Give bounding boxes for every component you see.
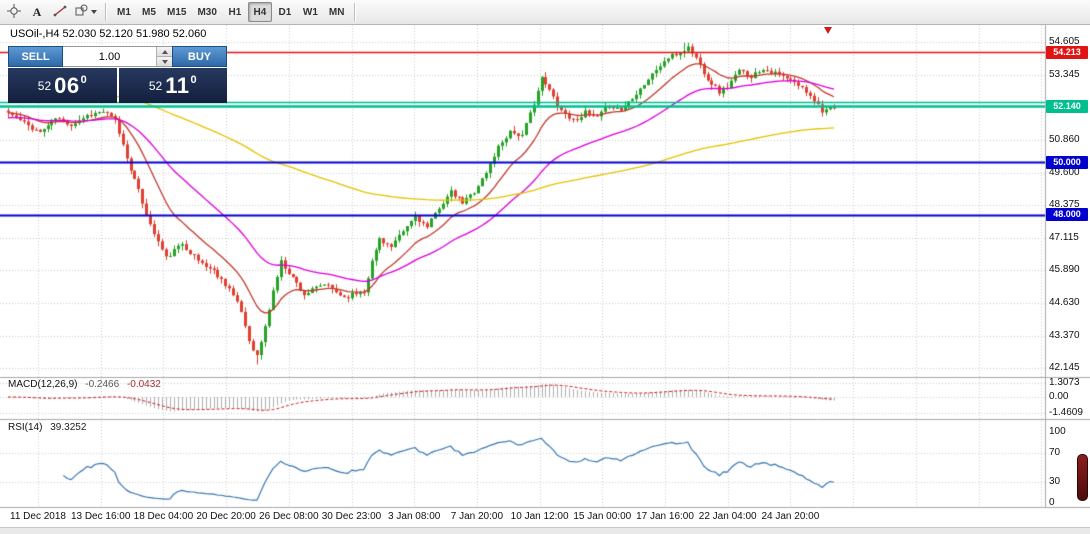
toolbar-separator bbox=[105, 3, 107, 21]
bid-big-figure: 52 bbox=[37, 78, 52, 93]
macd-name: MACD(12,26,9) bbox=[8, 379, 78, 390]
text-tool-button[interactable]: A bbox=[26, 2, 48, 22]
macd-signal-value: -0.0432 bbox=[126, 379, 161, 390]
timeframe-m15[interactable]: M15 bbox=[167, 6, 187, 18]
timeframe-h1[interactable]: H1 bbox=[228, 6, 242, 18]
crosshair-tool-button[interactable] bbox=[3, 2, 25, 22]
timeframe-d1[interactable]: D1 bbox=[278, 6, 292, 18]
macd-main-value: -0.2466 bbox=[85, 379, 120, 390]
shapes-tool-button[interactable] bbox=[72, 2, 100, 22]
bid-pipette: 0 bbox=[80, 73, 87, 86]
trendline-icon bbox=[53, 4, 67, 21]
volume-box: 1.00 bbox=[63, 46, 172, 67]
timeframe-mn[interactable]: MN bbox=[328, 6, 345, 18]
ask-pips: 11 bbox=[165, 72, 190, 98]
ask-pipette: 0 bbox=[190, 73, 197, 86]
ask-price-panel: 52 11 0 bbox=[118, 68, 227, 103]
chart-shift-marker[interactable] bbox=[824, 27, 832, 34]
macd-label: MACD(12,26,9) -0.2466 -0.0432 bbox=[8, 379, 161, 390]
timeframe-m5[interactable]: M5 bbox=[142, 6, 156, 18]
ask-big-figure: 52 bbox=[148, 78, 163, 93]
symbol-ohlc-label: USOil-,H4 52.030 52.120 51.980 52.060 bbox=[10, 28, 207, 40]
timeframe-h4[interactable]: H4 bbox=[247, 2, 272, 22]
arrow-up-icon bbox=[161, 49, 168, 54]
chevron-down-icon bbox=[91, 10, 97, 14]
rsi-name: RSI(14) bbox=[8, 422, 43, 433]
volume-down-button[interactable] bbox=[157, 56, 172, 66]
volume-input[interactable]: 1.00 bbox=[98, 50, 121, 63]
arrow-down-icon bbox=[161, 59, 168, 64]
bid-pips: 06 bbox=[54, 72, 80, 98]
shapes-icon bbox=[75, 4, 88, 20]
sell-button[interactable]: SELL bbox=[8, 46, 63, 67]
timeframe-w1[interactable]: W1 bbox=[302, 6, 318, 18]
crosshair-icon bbox=[7, 3, 21, 21]
trendline-tool-button[interactable] bbox=[49, 2, 71, 22]
timeframe-m30[interactable]: M30 bbox=[197, 6, 217, 18]
one-click-trading-widget: SELL 1.00 BUY 52 06 0 52 11 0 bbox=[8, 46, 227, 103]
volume-stepper bbox=[156, 47, 172, 66]
status-strip bbox=[0, 527, 1090, 534]
toolbar: A M1 M5 M15 M30 H1 H4 D1 W1 MN bbox=[0, 0, 1090, 25]
toolbar-separator bbox=[354, 3, 357, 21]
bid-price-panel: 52 06 0 bbox=[8, 68, 117, 103]
edge-scroll-indicator[interactable] bbox=[1077, 454, 1088, 501]
buy-button[interactable]: BUY bbox=[172, 46, 227, 67]
rsi-label: RSI(14) 39.3252 bbox=[8, 422, 86, 433]
timeframe-m1[interactable]: M1 bbox=[117, 6, 131, 18]
text-tool-icon: A bbox=[32, 4, 42, 19]
rsi-value: 39.3252 bbox=[50, 422, 87, 433]
volume-up-button[interactable] bbox=[157, 47, 172, 56]
